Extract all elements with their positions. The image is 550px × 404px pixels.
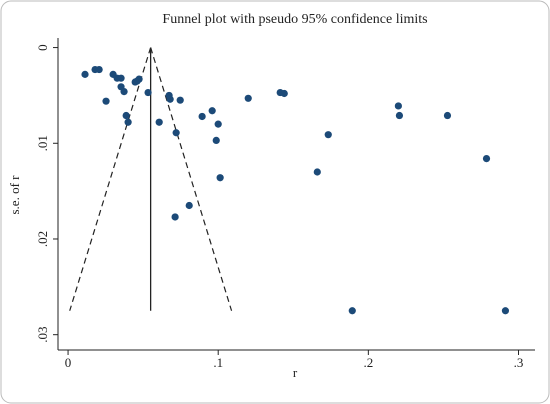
point — [171, 213, 179, 221]
point — [198, 112, 206, 121]
point — [144, 88, 152, 97]
point — [120, 87, 128, 96]
point — [324, 131, 332, 139]
point — [212, 136, 220, 145]
point — [395, 111, 404, 120]
point — [176, 96, 184, 104]
chart-title: Funnel plot with pseudo 95% confidence l… — [162, 12, 427, 27]
y-tick-label: .02 — [35, 231, 50, 247]
x-tick-label: .1 — [213, 355, 223, 370]
point — [185, 201, 193, 210]
point — [117, 74, 125, 82]
point — [394, 102, 402, 110]
point — [482, 154, 491, 163]
y-tick-label: .01 — [35, 135, 50, 151]
point — [280, 89, 288, 98]
y-tick-label: .03 — [35, 327, 50, 343]
point — [155, 118, 163, 126]
y-tick-label: 0 — [35, 44, 50, 51]
point — [135, 75, 143, 83]
ci-limit-left — [69, 47, 152, 311]
point — [124, 118, 132, 126]
x-tick-label: .3 — [514, 355, 524, 370]
point — [443, 111, 452, 120]
point — [95, 65, 103, 74]
ci-limit-right — [150, 47, 233, 311]
point — [172, 129, 180, 137]
point — [166, 95, 174, 103]
x-tick-label: .2 — [363, 355, 373, 370]
point — [501, 307, 510, 315]
point — [348, 307, 356, 315]
point — [102, 97, 110, 105]
y-axis-label: s.e. of r — [7, 175, 22, 215]
point — [208, 107, 216, 115]
point — [244, 94, 252, 102]
x-tick-label: 0 — [65, 355, 72, 370]
point — [81, 70, 89, 78]
x-axis-label: r — [293, 365, 298, 380]
point — [122, 111, 130, 120]
point — [313, 168, 321, 176]
point — [216, 174, 224, 182]
point — [214, 120, 222, 128]
